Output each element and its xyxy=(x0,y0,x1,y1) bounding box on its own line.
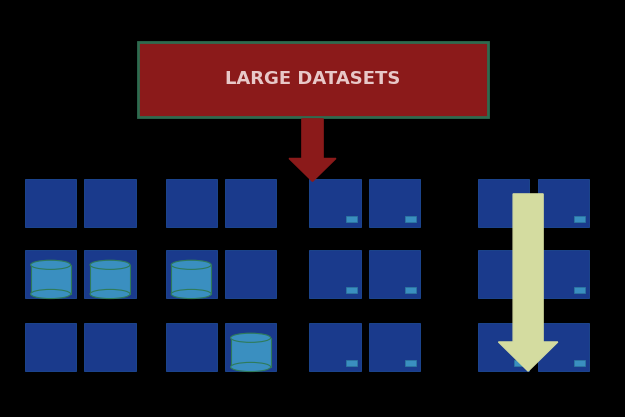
Ellipse shape xyxy=(90,260,130,269)
Bar xyxy=(231,338,271,367)
Bar xyxy=(478,323,529,371)
Bar xyxy=(90,265,130,294)
Bar xyxy=(574,360,585,366)
Ellipse shape xyxy=(31,260,71,269)
Ellipse shape xyxy=(231,362,271,372)
FancyBboxPatch shape xyxy=(138,42,488,117)
Ellipse shape xyxy=(90,289,130,299)
Bar xyxy=(309,250,361,298)
Text: LARGE DATASETS: LARGE DATASETS xyxy=(225,70,400,88)
Bar xyxy=(538,250,589,298)
Bar xyxy=(514,287,526,293)
Bar xyxy=(405,287,416,293)
Ellipse shape xyxy=(231,333,271,342)
Bar xyxy=(574,216,585,222)
Bar xyxy=(538,323,589,371)
Bar xyxy=(166,179,217,227)
Bar xyxy=(346,216,357,222)
Bar xyxy=(346,360,357,366)
Bar xyxy=(84,323,136,371)
Bar xyxy=(25,323,76,371)
Bar xyxy=(84,179,136,227)
Ellipse shape xyxy=(171,289,211,299)
Bar xyxy=(405,216,416,222)
Bar xyxy=(405,360,416,366)
Bar xyxy=(478,179,529,227)
Bar xyxy=(538,179,589,227)
Bar xyxy=(84,250,136,298)
Bar xyxy=(166,250,217,298)
Bar xyxy=(574,287,585,293)
Ellipse shape xyxy=(171,260,211,269)
Bar xyxy=(514,360,526,366)
Bar xyxy=(225,323,276,371)
Bar xyxy=(225,250,276,298)
Bar xyxy=(369,179,420,227)
Bar xyxy=(25,250,76,298)
Bar xyxy=(31,265,71,294)
FancyArrow shape xyxy=(499,194,558,371)
Bar xyxy=(369,250,420,298)
Bar xyxy=(25,179,76,227)
Bar xyxy=(346,287,357,293)
FancyArrow shape xyxy=(289,119,336,181)
Bar xyxy=(478,250,529,298)
Bar xyxy=(171,265,211,294)
Bar xyxy=(369,323,420,371)
Bar xyxy=(309,323,361,371)
Bar xyxy=(166,323,217,371)
Bar xyxy=(514,216,526,222)
Bar xyxy=(309,179,361,227)
Ellipse shape xyxy=(31,289,71,299)
Bar xyxy=(225,179,276,227)
